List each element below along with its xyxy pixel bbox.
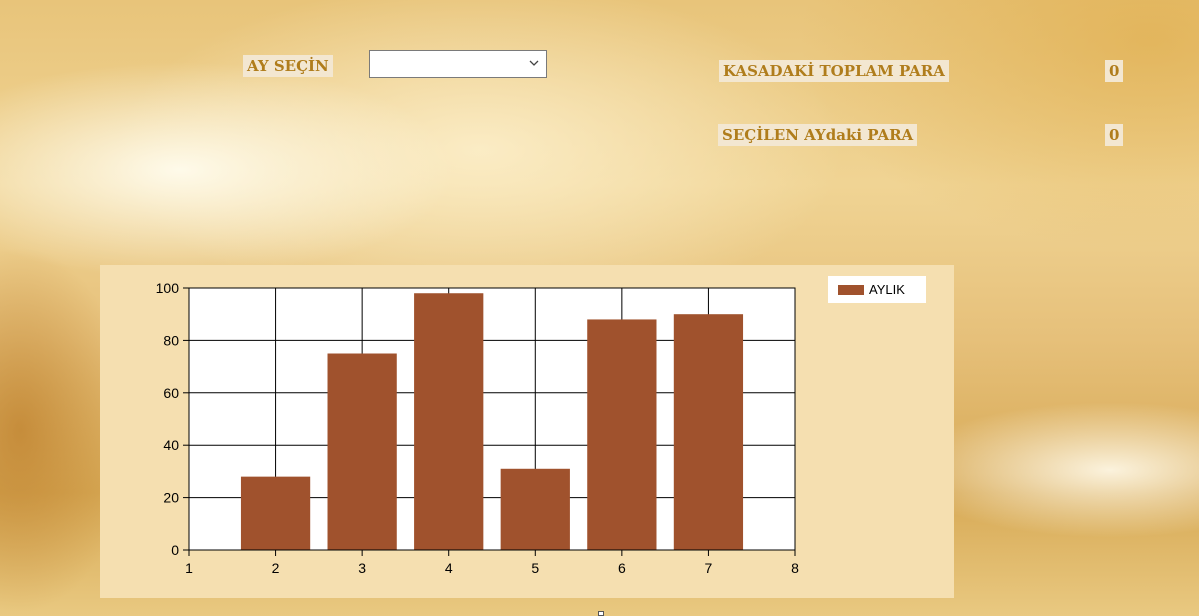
x-tick-label: 5: [531, 560, 539, 576]
bar: [414, 293, 484, 550]
x-tick-label: 6: [618, 560, 626, 576]
bar: [500, 468, 570, 550]
selected-month-label: SEÇİLEN AYdaki PARA: [718, 124, 918, 146]
month-label: AY SEÇİN: [243, 55, 333, 77]
x-tick-label: 7: [705, 560, 713, 576]
total-cash-value: 0: [1105, 60, 1124, 82]
total-cash-label: KASADAKİ TOPLAM PARA: [719, 60, 949, 82]
selected-month-value: 0: [1105, 124, 1124, 146]
bar: [240, 476, 311, 550]
y-tick-label: 80: [163, 332, 179, 348]
x-tick-label: 8: [791, 560, 799, 576]
bar: [327, 353, 397, 550]
chart-legend: AYLIK: [828, 276, 926, 303]
plot-border: [188, 287, 796, 551]
bar: [587, 319, 657, 550]
x-tick-label: 2: [272, 560, 280, 576]
y-tick-label: 60: [163, 385, 179, 401]
resize-handle[interactable]: [598, 611, 604, 616]
y-tick-label: 20: [163, 490, 179, 506]
y-tick-label: 40: [163, 437, 179, 453]
monthly-chart: 0 20 40 60 80 100 1 2 3 4 5 6 7 8 AYLIK: [100, 265, 954, 598]
legend-series-name: AYLIK: [869, 282, 905, 297]
legend-swatch: [838, 285, 864, 295]
month-select[interactable]: [369, 50, 547, 78]
bar: [673, 314, 744, 550]
x-tick-label: 4: [445, 560, 453, 576]
chevron-down-icon: [529, 60, 539, 66]
y-tick-label: 100: [156, 280, 180, 296]
x-tick-label: 1: [185, 560, 193, 576]
chart-plot: 0 20 40 60 80 100 1 2 3 4 5 6 7 8: [156, 280, 799, 576]
x-tick-label: 3: [358, 560, 366, 576]
y-tick-label: 0: [171, 542, 179, 558]
